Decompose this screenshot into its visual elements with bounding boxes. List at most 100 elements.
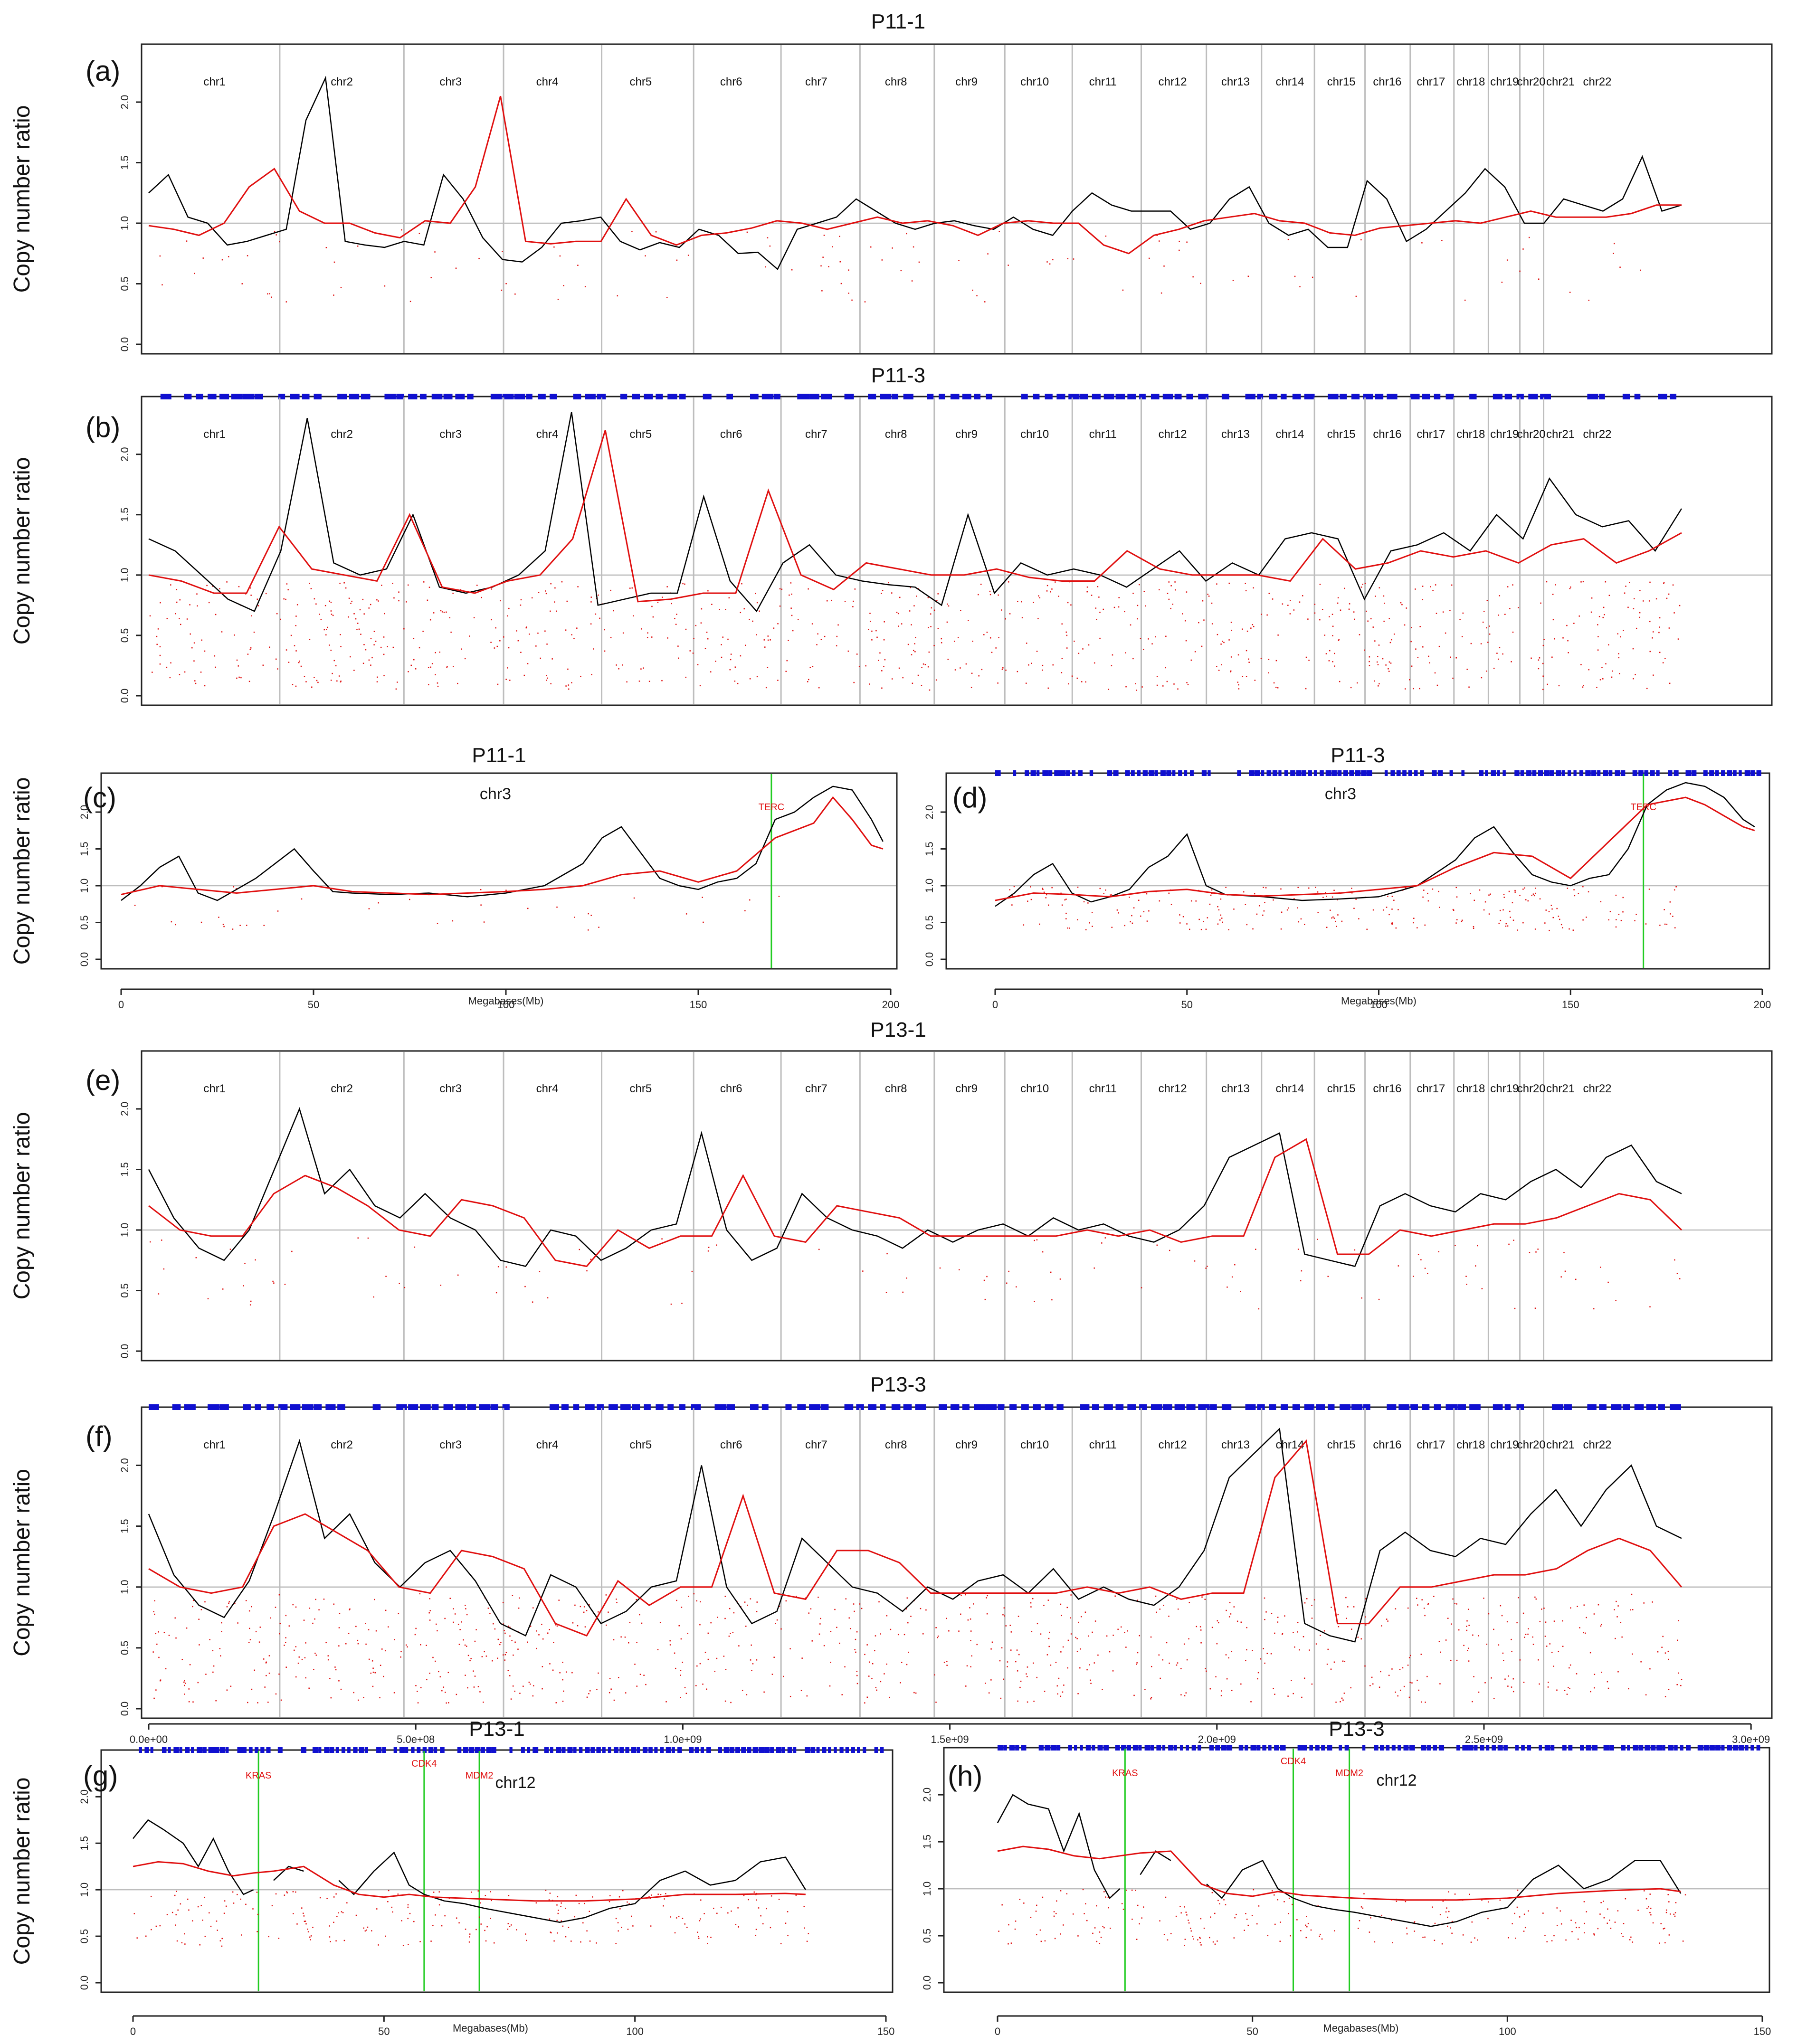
plot-frame xyxy=(100,1749,894,1993)
red-data-point xyxy=(353,670,355,671)
marker-point xyxy=(1414,770,1418,776)
red-data-point xyxy=(1090,1683,1092,1684)
red-data-point xyxy=(1229,1602,1231,1603)
red-data-point xyxy=(691,1270,693,1272)
red-data-point xyxy=(1540,602,1541,604)
chromosome-label: chr20 xyxy=(1517,1082,1546,1095)
red-data-point xyxy=(447,1672,449,1674)
chromosome-label: chr4 xyxy=(536,1082,559,1095)
red-data-point xyxy=(541,1624,542,1625)
red-data-point xyxy=(1510,917,1511,918)
red-data-point xyxy=(1483,611,1485,612)
marker-point xyxy=(1650,1745,1656,1751)
red-data-point xyxy=(1066,634,1068,636)
red-data-point xyxy=(856,1683,858,1684)
red-data-point xyxy=(959,1269,960,1270)
x-tick-label: 150 xyxy=(690,999,707,1011)
red-data-point xyxy=(1435,584,1436,586)
chromosome-label: chr18 xyxy=(1456,76,1485,88)
red-data-point xyxy=(1258,1308,1260,1310)
red-data-point xyxy=(800,1690,802,1691)
red-data-point xyxy=(320,619,322,620)
chromosome-label: chr11 xyxy=(1089,1082,1117,1095)
marker-point xyxy=(290,1404,301,1410)
marker-point xyxy=(597,394,606,399)
x-tick-label: 0 xyxy=(992,999,998,1011)
red-data-point xyxy=(1547,1686,1549,1688)
chromosome-label: chr1 xyxy=(203,428,226,441)
red-data-point xyxy=(249,649,251,650)
red-data-point xyxy=(398,600,399,602)
red-data-point xyxy=(1427,900,1429,902)
red-data-point xyxy=(1448,1891,1449,1893)
red-data-point xyxy=(277,910,279,912)
red-data-point xyxy=(756,1659,758,1661)
chromosome-label: chr12 xyxy=(495,1774,535,1792)
red-data-point xyxy=(1139,1923,1140,1925)
red-data-point xyxy=(1386,1618,1388,1620)
red-data-point xyxy=(513,1654,514,1656)
marker-point xyxy=(1262,1745,1266,1751)
red-data-point xyxy=(1103,893,1105,894)
red-data-point xyxy=(1450,1659,1452,1661)
red-data-point xyxy=(922,1633,924,1635)
gene-label: KRAS xyxy=(246,1770,271,1781)
chromosome-label: chr10 xyxy=(1020,428,1049,441)
red-data-point xyxy=(1619,673,1620,674)
marker-point xyxy=(1562,1745,1567,1751)
red-data-point xyxy=(1413,922,1414,924)
red-data-point xyxy=(1630,1936,1632,1938)
red-data-point xyxy=(1446,1907,1447,1909)
red-data-point xyxy=(866,1644,868,1646)
red-data-point xyxy=(1231,629,1233,631)
red-data-point xyxy=(783,1675,784,1677)
series-line-reference xyxy=(148,430,1682,603)
red-data-point xyxy=(1049,1631,1050,1633)
red-data-point xyxy=(555,610,557,612)
marker-point xyxy=(667,1404,674,1410)
red-data-point xyxy=(1552,619,1554,621)
red-data-point xyxy=(1136,1664,1137,1665)
chromosome-label: chr22 xyxy=(1583,1082,1611,1095)
red-data-point xyxy=(1300,1930,1302,1931)
red-data-point xyxy=(1182,916,1184,918)
red-data-point xyxy=(1294,1646,1295,1648)
red-data-point xyxy=(1416,1598,1417,1599)
red-data-point xyxy=(449,1598,451,1599)
marker-point xyxy=(1321,1745,1325,1751)
marker-point xyxy=(597,1404,604,1410)
red-data-point xyxy=(184,1684,185,1686)
red-data-point xyxy=(640,668,642,670)
red-data-point xyxy=(1466,1629,1468,1631)
red-data-point xyxy=(1233,908,1235,910)
red-data-point xyxy=(255,1259,256,1261)
red-data-point xyxy=(657,602,659,603)
red-data-point xyxy=(1619,636,1621,638)
red-data-point xyxy=(556,906,558,908)
red-data-point xyxy=(1260,1658,1262,1660)
red-data-point xyxy=(606,1624,607,1626)
red-data-point xyxy=(1108,1907,1109,1909)
red-data-point xyxy=(849,1628,851,1629)
red-data-point xyxy=(467,1655,469,1656)
red-data-point xyxy=(699,685,701,687)
red-data-point xyxy=(1061,904,1063,906)
red-data-point xyxy=(1308,660,1310,661)
marker-point xyxy=(1479,770,1484,776)
red-data-point xyxy=(1326,927,1328,928)
y-tick-label: 1.5 xyxy=(78,1836,90,1851)
red-data-point xyxy=(236,659,238,661)
red-data-point xyxy=(1189,1928,1191,1929)
red-data-point xyxy=(1065,912,1067,914)
red-data-point xyxy=(156,635,158,637)
red-data-point xyxy=(278,1594,280,1596)
red-data-point xyxy=(1524,887,1525,889)
red-data-point xyxy=(1559,1910,1561,1912)
red-data-point xyxy=(740,655,742,657)
marker-point xyxy=(1434,394,1441,399)
red-data-point xyxy=(998,1930,999,1932)
red-data-point xyxy=(212,1671,214,1673)
red-data-point xyxy=(433,1892,435,1893)
chromosome-label: chr8 xyxy=(885,1082,907,1095)
marker-point xyxy=(1502,770,1506,776)
